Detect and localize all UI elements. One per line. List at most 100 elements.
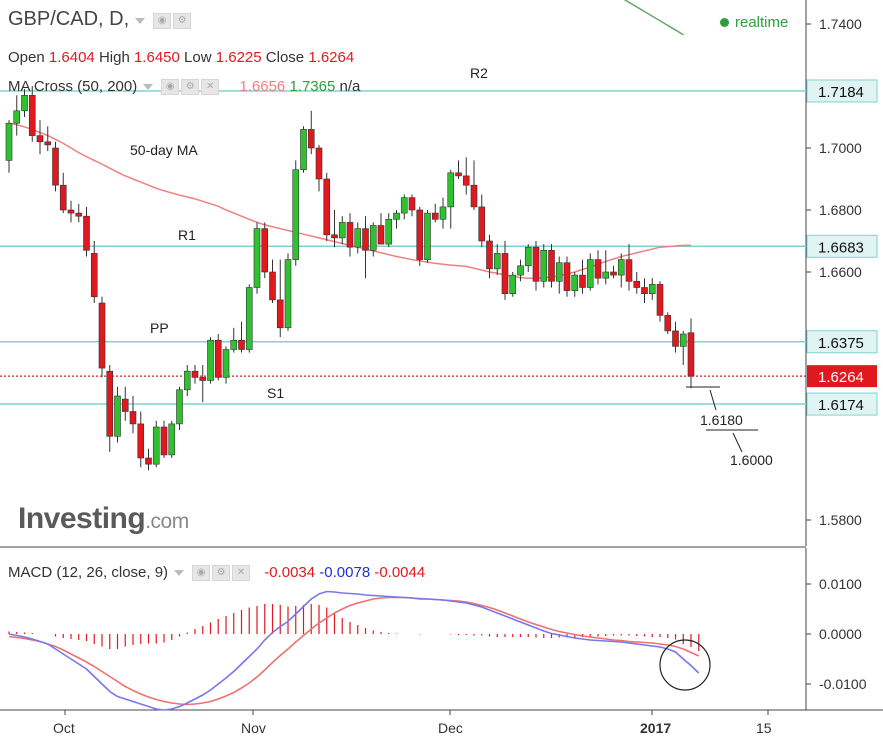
open-label: Open [8, 49, 45, 66]
eye-icon[interactable]: ◉ [192, 565, 211, 582]
candle-body [493, 253, 501, 270]
macd-hist-value: -0.0034 [264, 564, 316, 581]
gear-icon[interactable]: ⚙ [173, 13, 192, 30]
price-tick-label: 1.7400 [819, 16, 862, 32]
candle-body [393, 212, 400, 220]
candle-body [269, 271, 276, 301]
pivot-price-tag-label: 1.7184 [818, 84, 864, 101]
candle-body [284, 259, 292, 329]
symbol-header: GBP/CAD, D, ◉ ⚙ [8, 8, 192, 31]
candle-body [346, 222, 354, 248]
close-icon[interactable]: ✕ [232, 565, 251, 582]
macd-tick-label: 0.0100 [819, 576, 862, 592]
low-value: 1.6225 [215, 49, 262, 66]
pivot-price-tag [806, 234, 878, 258]
eye-icon[interactable]: ◉ [153, 13, 172, 30]
candle-body [59, 184, 67, 211]
gear-icon[interactable]: ⚙ [212, 565, 231, 582]
candle-body [594, 259, 602, 279]
candle-body [431, 212, 439, 220]
candle-body [44, 141, 52, 146]
candle-body [114, 395, 121, 437]
candle-body [540, 250, 548, 282]
ma-cross-legend: MA Cross (50, 200) ◉ ⚙ ✕ 1.6656 1.7365 n/a [8, 78, 361, 96]
pivot-label-pp: PP [150, 320, 169, 336]
candle-body [28, 95, 36, 136]
candle-body [90, 253, 98, 298]
candle-body [307, 129, 315, 149]
candle-body [300, 129, 307, 170]
candle-body [36, 135, 44, 143]
candle-body [21, 95, 28, 112]
gear-icon[interactable]: ⚙ [181, 79, 200, 96]
candle-body [75, 212, 83, 217]
candle-body [548, 250, 555, 282]
candle-body [331, 234, 338, 239]
pivot-price-tag-label: 1.6375 [818, 335, 864, 352]
candle-body [315, 147, 323, 180]
close-value: 1.6264 [308, 49, 355, 66]
pivot-price-tag-label: 1.6174 [818, 397, 864, 414]
candle-body [486, 240, 493, 270]
price-tick-label: 1.5800 [819, 512, 862, 528]
ma-na-value: n/a [339, 78, 361, 95]
target-label-1: 1.6180 [700, 412, 743, 428]
price-tick-label: 1.7000 [819, 140, 862, 156]
candle-body [524, 246, 532, 267]
candle-body [261, 228, 269, 273]
macd-legend: MACD (12, 26, close, 9) ◉ ⚙ ✕ -0.0034 -0.00… [8, 564, 426, 582]
candle-body [176, 389, 183, 425]
ma200-line [623, 0, 684, 36]
candle-body [106, 370, 114, 437]
candle-body [222, 349, 230, 378]
pivot-price-tag [806, 79, 878, 103]
candle-body [555, 262, 563, 282]
chevron-down-icon[interactable] [143, 84, 154, 91]
pivot-price-tag [806, 330, 878, 354]
candle-body [641, 287, 648, 294]
time-tick-label: Oct [53, 720, 75, 736]
candle-body [400, 197, 408, 214]
price-tick-label: 1.6600 [819, 264, 862, 280]
pivot-label-s1: S1 [267, 385, 284, 401]
ma50-annotation: 50-day MA [130, 142, 198, 158]
candle-body [672, 330, 679, 347]
status-dot-icon [720, 18, 729, 27]
candle-body [238, 339, 245, 350]
candle-body [679, 333, 687, 347]
price-tick-label: 1.6800 [819, 202, 862, 218]
macd-label: MACD (12, 26, close, 9) [8, 564, 169, 581]
eye-icon[interactable]: ◉ [161, 79, 180, 96]
candle-body [5, 122, 13, 161]
candle-body [478, 206, 486, 242]
candle-body [509, 274, 517, 295]
close-icon[interactable]: ✕ [201, 79, 220, 96]
last-price-tag [807, 365, 877, 388]
candle-body [137, 423, 145, 459]
macd-line [8, 590, 700, 711]
chevron-down-icon[interactable] [135, 18, 146, 25]
candle-body [362, 228, 369, 251]
chevron-down-icon[interactable] [174, 570, 185, 577]
candle-body [207, 339, 214, 381]
logo-text: Investing [18, 502, 146, 535]
candle-body [152, 426, 160, 465]
realtime-label: realtime [735, 14, 789, 31]
candle-body [354, 228, 362, 248]
candle-body [168, 423, 176, 456]
candle-body [369, 225, 377, 251]
open-value: 1.6404 [48, 49, 95, 66]
low-label: Low [184, 49, 212, 66]
candle-body [586, 259, 594, 288]
candle-body [276, 299, 284, 329]
candle-body [455, 172, 462, 177]
candle-body [145, 457, 152, 465]
candle-body [625, 259, 633, 282]
candle-body [67, 209, 75, 214]
candle-body [323, 178, 331, 236]
macd-line-value: -0.0078 [319, 564, 371, 581]
macd-signal-value: -0.0044 [374, 564, 426, 581]
candle-body [517, 265, 524, 276]
high-value: 1.6450 [133, 49, 180, 66]
